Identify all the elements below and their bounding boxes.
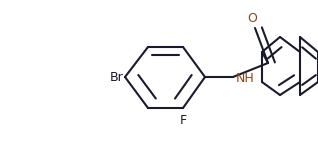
Text: F: F [179,114,187,127]
Text: NH: NH [236,72,255,85]
Text: O: O [247,12,257,25]
Text: Br: Br [110,71,123,83]
